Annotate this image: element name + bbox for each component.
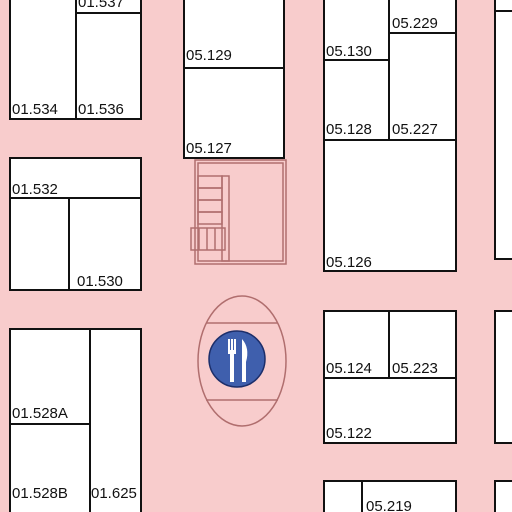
room-far-right-3[interactable] xyxy=(494,310,512,444)
room-01-532-sub[interactable] xyxy=(9,197,70,291)
room-label: 05.127 xyxy=(186,140,232,157)
room-05-127[interactable] xyxy=(183,67,285,159)
room-01-532[interactable] xyxy=(9,157,142,199)
room-01-534[interactable] xyxy=(9,0,77,120)
room-label: 01.625 xyxy=(91,485,137,502)
room-05-227[interactable] xyxy=(388,32,457,141)
room-05-219[interactable] xyxy=(361,480,457,512)
room-label: 01.532 xyxy=(12,181,58,198)
room-label: 05.229 xyxy=(392,15,438,32)
room-label: 01.530 xyxy=(77,273,123,290)
room-label: 01.536 xyxy=(78,101,124,118)
room-label: 05.129 xyxy=(186,47,232,64)
room-05-229[interactable] xyxy=(388,0,457,34)
room-label: 05.227 xyxy=(392,121,438,138)
room-label: 05.128 xyxy=(326,121,372,138)
room-label: 05.219 xyxy=(366,498,412,512)
dining-area[interactable] xyxy=(197,295,287,427)
room-label: 05.126 xyxy=(326,254,372,271)
room-label: 05.223 xyxy=(392,360,438,377)
room-05-122[interactable] xyxy=(323,377,457,444)
restaurant-icon[interactable] xyxy=(208,330,266,388)
room-label: 05.130 xyxy=(326,43,372,60)
room-05-126[interactable] xyxy=(323,139,457,272)
room-01-625[interactable] xyxy=(89,328,142,512)
stairs-icon[interactable] xyxy=(190,159,287,265)
room-05-124[interactable] xyxy=(323,310,390,379)
room-label: 01.528B xyxy=(12,485,68,502)
room-01-530[interactable] xyxy=(68,197,142,291)
room-far-right-2[interactable] xyxy=(494,10,512,260)
room-label: 01.528A xyxy=(12,405,68,422)
room-01-536[interactable] xyxy=(75,12,142,120)
room-label: 05.122 xyxy=(326,425,372,442)
room-label: 01.537 xyxy=(78,0,124,11)
room-05-128[interactable] xyxy=(323,59,390,141)
room-label: 05.124 xyxy=(326,360,372,377)
room-label: 01.534 xyxy=(12,101,58,118)
room-far-right-4[interactable] xyxy=(494,480,512,512)
